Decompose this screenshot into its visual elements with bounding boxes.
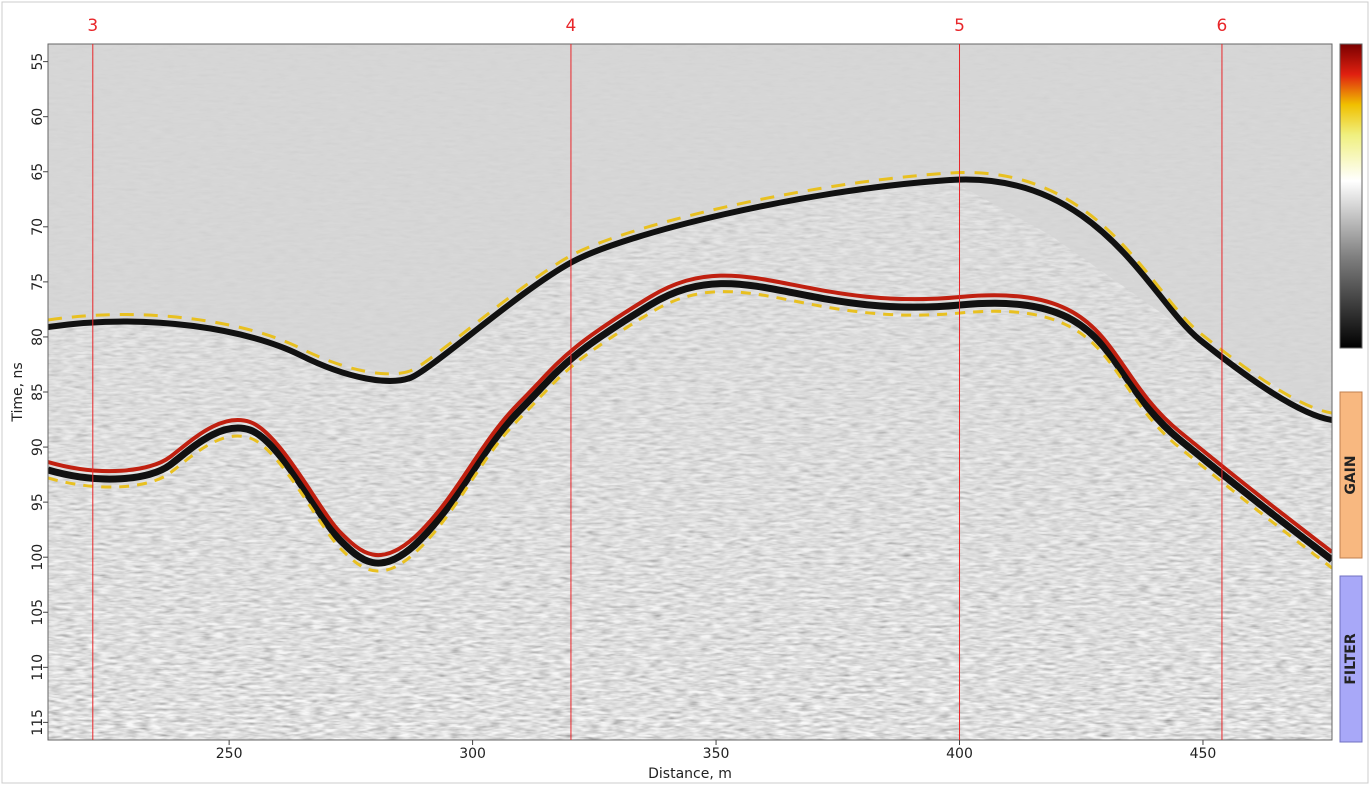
gain-button[interactable]: GAIN bbox=[1339, 391, 1363, 559]
marker-label: 3 bbox=[87, 16, 98, 36]
marker-label: 6 bbox=[1217, 16, 1228, 36]
y-tick-label: 115 bbox=[30, 709, 46, 736]
x-axis-label: Distance, m bbox=[648, 766, 732, 782]
x-tick-label: 450 bbox=[1190, 746, 1217, 762]
x-tick-label: 250 bbox=[216, 746, 243, 762]
x-tick-label: 400 bbox=[946, 746, 973, 762]
filter-button-bg[interactable] bbox=[1339, 575, 1363, 743]
color-bar bbox=[1339, 43, 1363, 349]
filter-button[interactable]: FILTER bbox=[1339, 575, 1363, 743]
radargram-image bbox=[48, 44, 1332, 740]
y-tick-label: 85 bbox=[30, 383, 46, 401]
gain-label[interactable]: GAIN bbox=[1343, 455, 1359, 494]
y-tick-label: 70 bbox=[30, 218, 46, 236]
y-axis-label: Time, ns bbox=[10, 362, 26, 422]
y-tick-label: 55 bbox=[30, 53, 46, 71]
gain-button-bg[interactable] bbox=[1339, 391, 1363, 559]
y-tick-label: 110 bbox=[30, 654, 46, 681]
marker-label: 4 bbox=[566, 16, 577, 36]
y-tick-label: 100 bbox=[30, 544, 46, 571]
y-tick-label: 80 bbox=[30, 328, 46, 346]
y-tick-label: 65 bbox=[30, 163, 46, 181]
y-tick-label: 90 bbox=[30, 438, 46, 456]
y-tick-label: 95 bbox=[30, 493, 46, 511]
x-tick-label: 300 bbox=[459, 746, 486, 762]
x-tick-label: 350 bbox=[703, 746, 730, 762]
filter-label[interactable]: FILTER bbox=[1343, 633, 1359, 684]
y-tick-label: 60 bbox=[30, 108, 46, 126]
y-tick-label: 75 bbox=[30, 273, 46, 291]
y-tick-label: 105 bbox=[30, 599, 46, 626]
marker-label: 5 bbox=[954, 16, 965, 36]
